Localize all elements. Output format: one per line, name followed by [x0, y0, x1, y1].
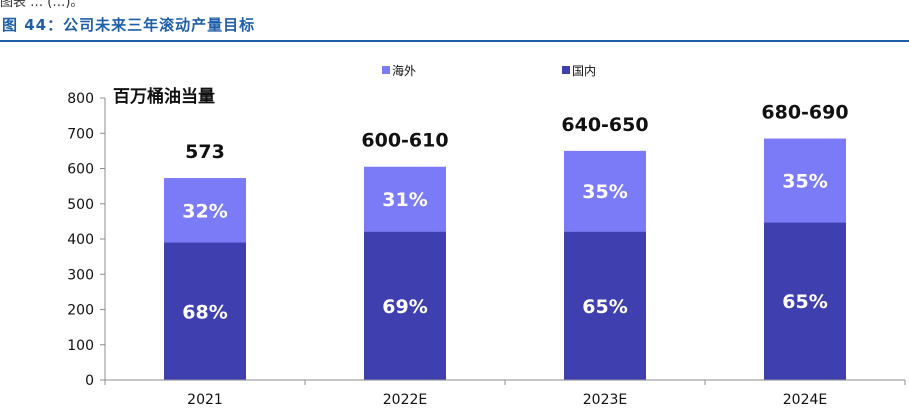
legend-swatch — [562, 66, 570, 74]
clipped-header-text: 图表 … (…)。 — [0, 0, 84, 10]
x-tick-label: 2022E — [383, 392, 427, 408]
legend-swatch — [382, 66, 390, 74]
x-tick-label: 2021 — [187, 392, 223, 408]
legend-label: 海外 — [392, 63, 416, 78]
y-tick-label: 400 — [67, 232, 94, 248]
x-axis: 2021 2022E 2023E 2024E — [104, 379, 906, 408]
legend: 海外 国内 — [382, 63, 596, 78]
segment-label: 68% — [182, 301, 227, 323]
y-tick-label: 800 — [67, 91, 94, 107]
segment-label: 65% — [782, 291, 827, 313]
total-label: 600-610 — [361, 130, 448, 152]
x-tick-label: 2024E — [783, 392, 827, 408]
y-tick-label: 0 — [85, 373, 94, 389]
bar-segment — [364, 166, 446, 232]
segment-label: 65% — [582, 296, 627, 318]
title-underline — [0, 40, 909, 42]
segment-label: 31% — [382, 189, 427, 211]
segment-label: 35% — [782, 170, 827, 192]
total-label: 680-690 — [761, 102, 848, 124]
total-label: 640-650 — [561, 114, 648, 136]
segment-label: 32% — [182, 200, 227, 222]
bar-segment — [164, 178, 246, 243]
y-tick-label: 300 — [67, 267, 94, 283]
figure-title: 图 44：公司未来三年滚动产量目标 — [2, 16, 256, 34]
y-tick-label: 700 — [67, 126, 94, 142]
y-tick-label: 200 — [67, 303, 94, 319]
bars: 68% 32% 573 69% 31% 600-610 65% 35% 640-650 65% 35… — [164, 102, 849, 380]
bar-segment — [164, 242, 246, 380]
legend-label: 国内 — [572, 64, 596, 78]
total-label: 573 — [185, 141, 225, 163]
segment-label: 69% — [382, 296, 427, 318]
bar-segment — [764, 138, 846, 223]
x-tick-label: 2023E — [583, 392, 627, 408]
y-axis: 0 100 200 300 400 500 600 700 800 — [67, 91, 106, 389]
y-tick-label: 500 — [67, 197, 94, 213]
unit-label: 百万桶油当量 — [113, 86, 215, 107]
bar-segment — [764, 222, 846, 380]
segment-label: 35% — [582, 181, 627, 203]
bar-segment — [564, 150, 646, 232]
y-tick-label: 600 — [67, 162, 94, 178]
y-tick-label: 100 — [67, 338, 94, 354]
bar-segment — [364, 231, 446, 380]
bar-segment — [564, 231, 646, 380]
